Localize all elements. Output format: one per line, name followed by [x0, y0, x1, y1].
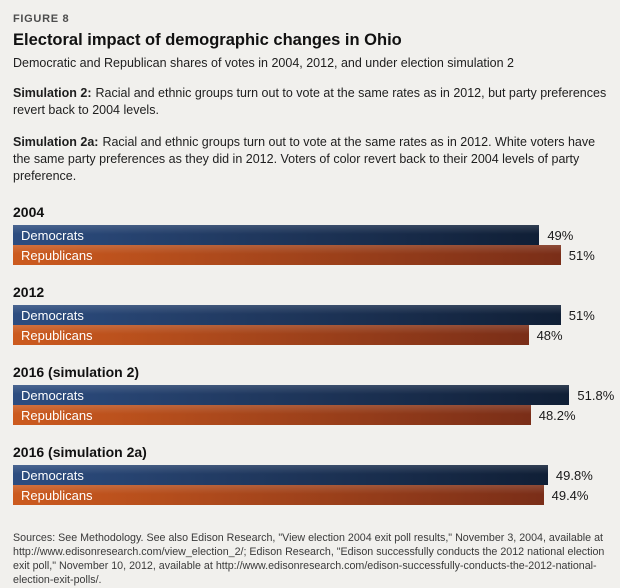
- chart-group-2016-sim2: 2016 (simulation 2) Democrats 51.8% Repu…: [13, 364, 614, 425]
- chart-subtitle: Democratic and Republican shares of vote…: [13, 56, 515, 70]
- republicans-bar: Republicans: [13, 485, 544, 505]
- republicans-bar-label: Republicans: [21, 487, 93, 503]
- democrats-bar-row: Democrats 51%: [13, 305, 607, 325]
- group-label: 2012: [13, 284, 45, 300]
- democrats-value-label: 49%: [547, 227, 574, 243]
- simulation-2-note-text: Racial and ethnic groups turn out to vot…: [13, 86, 607, 117]
- chart-group-2012: 2012 Democrats 51% Republicans 48%: [13, 284, 607, 345]
- republicans-bar-row: Republicans 48.2%: [13, 405, 607, 425]
- democrats-bar-row: Democrats 51.8%: [13, 385, 614, 405]
- chart-title: Electoral impact of demographic changes …: [13, 31, 402, 49]
- republicans-bar-row: Republicans 51%: [13, 245, 607, 265]
- simulation-2-note: Simulation 2: Racial and ethnic groups tu…: [13, 85, 607, 119]
- democrats-bar: Democrats: [13, 225, 540, 245]
- democrats-bar-row: Democrats 49.8%: [13, 465, 607, 485]
- simulation-2a-note-lead: Simulation 2a:: [13, 135, 99, 149]
- republicans-bar: Republicans: [13, 405, 531, 425]
- democrats-bar-label: Democrats: [21, 227, 84, 243]
- simulation-2-note-lead: Simulation 2:: [13, 86, 92, 100]
- democrats-bar-label: Democrats: [21, 307, 84, 323]
- democrats-bar: Democrats: [13, 305, 561, 325]
- simulation-2a-note: Simulation 2a: Racial and ethnic groups t…: [13, 134, 607, 185]
- democrats-bar-label: Democrats: [21, 387, 84, 403]
- republicans-bar-row: Republicans 49.4%: [13, 485, 607, 505]
- sources-note: Sources: See Methodology. See also Ediso…: [13, 532, 605, 587]
- republicans-value-label: 48.2%: [538, 407, 576, 423]
- republicans-bar-label: Republicans: [21, 407, 93, 423]
- democrats-value-label: 51%: [568, 307, 595, 323]
- republicans-value-label: 51%: [568, 247, 595, 263]
- republicans-bar-label: Republicans: [21, 327, 93, 343]
- democrats-bar-label: Democrats: [21, 467, 84, 483]
- democrats-value-label: 49.8%: [555, 467, 593, 483]
- chart-group-2016-sim2a: 2016 (simulation 2a) Democrats 49.8% Rep…: [13, 444, 607, 505]
- bar-chart: 2004 Democrats 49% Republicans 51% 2012 …: [13, 204, 614, 505]
- republicans-value-label: 48%: [536, 327, 563, 343]
- chart-group-2004: 2004 Democrats 49% Republicans 51%: [13, 204, 607, 265]
- republicans-bar-label: Republicans: [21, 247, 93, 263]
- figure-number: FIGURE 8: [13, 13, 70, 25]
- democrats-value-label: 51.8%: [577, 387, 615, 403]
- republicans-bar: Republicans: [13, 325, 529, 345]
- republicans-value-label: 49.4%: [551, 487, 589, 503]
- group-label: 2016 (simulation 2a): [13, 444, 147, 460]
- group-label: 2016 (simulation 2): [13, 364, 140, 380]
- republicans-bar-row: Republicans 48%: [13, 325, 607, 345]
- group-label: 2004: [13, 204, 45, 220]
- democrats-bar: Democrats: [13, 465, 548, 485]
- republicans-bar: Republicans: [13, 245, 561, 265]
- simulation-2a-note-text: Racial and ethnic groups turn out to vot…: [13, 135, 596, 183]
- democrats-bar-row: Democrats 49%: [13, 225, 607, 245]
- democrats-bar: Democrats: [13, 385, 570, 405]
